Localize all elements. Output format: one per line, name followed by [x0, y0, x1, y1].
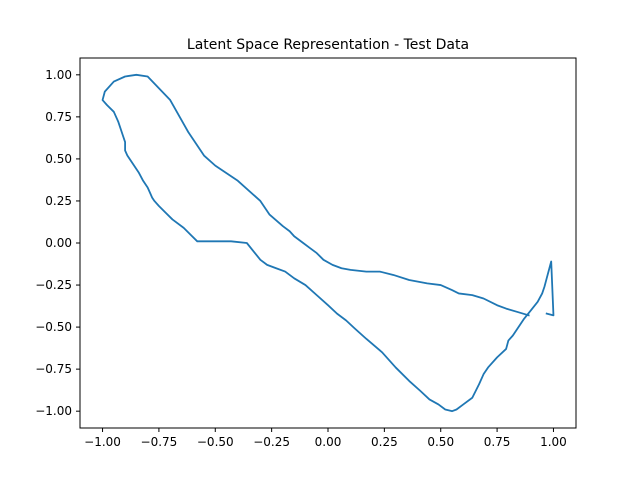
y-tick-label: −0.50 — [35, 320, 72, 334]
series-layer — [101, 73, 555, 413]
x-axis-ticks: −1.00 −0.75 −0.50 −0.25 0.00 0.25 0.50 0.75 1.00 — [84, 428, 567, 449]
x-tick-label: −1.00 — [84, 435, 121, 449]
series-line-0 — [101, 73, 555, 413]
x-tick-label: 0.75 — [484, 435, 511, 449]
y-tick-label: 0.25 — [45, 194, 72, 208]
y-tick-label: −0.75 — [35, 362, 72, 376]
y-tick-label: −0.25 — [35, 278, 72, 292]
y-tick-label: 1.00 — [45, 68, 72, 82]
y-tick-label: −1.00 — [35, 404, 72, 418]
y-tick-label: 0.50 — [45, 152, 72, 166]
chart-title: Latent Space Representation - Test Data — [187, 37, 469, 53]
plot-frame — [79, 57, 577, 429]
x-tick-label: 0.50 — [427, 435, 454, 449]
y-axis-ticks: 1.00 0.75 0.50 0.25 0.00 −0.25 −0.50 −0.75 −1.00 — [35, 68, 80, 418]
x-tick-label: 0.25 — [371, 435, 398, 449]
x-tick-label: −0.50 — [197, 435, 234, 449]
x-tick-label: −0.75 — [141, 435, 178, 449]
x-tick-label: −0.25 — [253, 435, 290, 449]
y-tick-label: 0.00 — [45, 236, 72, 250]
x-tick-label: 1.00 — [540, 435, 567, 449]
x-tick-label: 0.00 — [315, 435, 342, 449]
y-tick-label: 0.75 — [45, 110, 72, 124]
